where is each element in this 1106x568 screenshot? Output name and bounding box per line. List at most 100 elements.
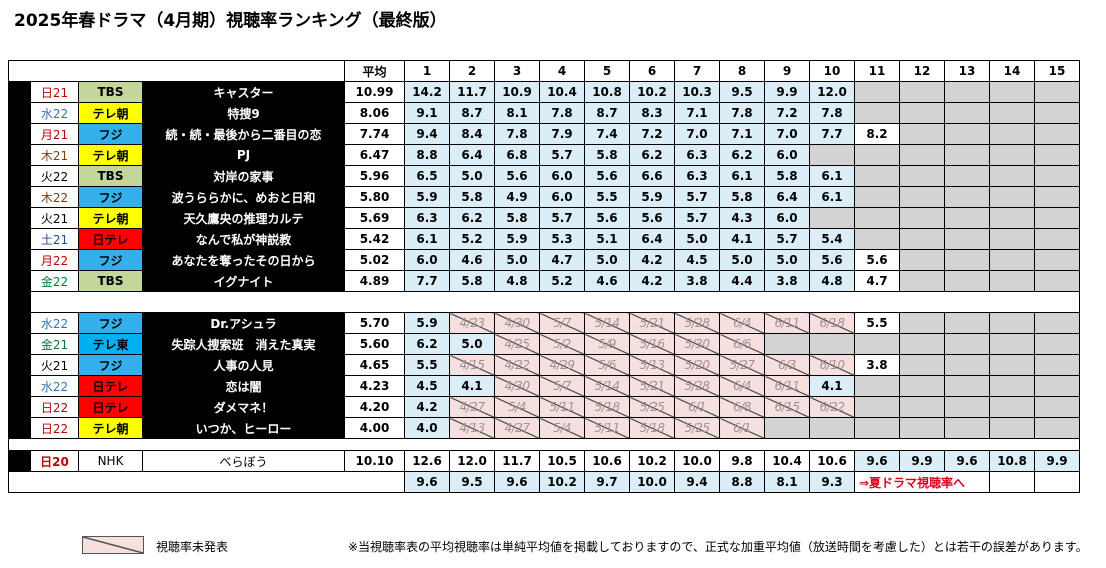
- average-rating: 5.42: [344, 228, 405, 250]
- episode-rating: 8.7: [584, 102, 630, 124]
- episode-rating: 5.5: [854, 312, 900, 334]
- episode-rating: 9.6: [854, 450, 900, 472]
- station-badge: テレ朝: [78, 417, 143, 439]
- station-badge: 日テレ: [78, 228, 143, 250]
- episode-rating: 9.8: [719, 450, 765, 472]
- episode-rating: 3.8: [764, 270, 810, 292]
- episode-empty: [854, 396, 900, 418]
- episode-rating: 6.4: [449, 144, 495, 166]
- episode-rating: 5.6: [584, 207, 630, 229]
- left-bar: [8, 186, 31, 208]
- episode-rating: 6.2: [629, 144, 675, 166]
- episode-empty: [944, 144, 990, 166]
- drama-row: 火21 テレ朝 天久鷹央の推理カルテ 5.69 6.3 6.2 5.8 5.7 5.6 5.6 5.…: [8, 207, 1080, 229]
- episode-rating: 5.0: [449, 165, 495, 187]
- average-rating: 4.20: [344, 396, 405, 418]
- episode-empty: [989, 81, 1035, 103]
- episode-empty: [899, 81, 945, 103]
- episode-empty: [944, 186, 990, 208]
- episode-empty: [809, 144, 855, 166]
- unreleased-date: 6/8: [719, 396, 765, 418]
- episode-rating: 7.7: [809, 123, 855, 145]
- episode-header-2: 2: [449, 60, 495, 82]
- nhk-row: 日20 NHK べらぼう 10.10 12.6 12.0 11.7 10.5 10.6 10.2 1…: [8, 450, 1080, 472]
- broadcast-slot: 水22: [30, 375, 79, 397]
- episode-empty: [944, 396, 990, 418]
- drama-row: 金22 TBS イグナイト 4.89 7.7 5.8 4.8 5.2 4.6 4.2 3.8 4.4 3…: [8, 270, 1080, 292]
- episode-rating-alt: 9.3: [809, 471, 855, 493]
- episode-rating: 4.1: [449, 375, 495, 397]
- episode-rating: 5.7: [539, 207, 585, 229]
- episode-rating: 12.0: [449, 450, 495, 472]
- episode-empty: [944, 375, 990, 397]
- station-badge: フジ: [78, 123, 143, 145]
- blank-space: [8, 471, 405, 493]
- legend-hatch-swatch: [82, 536, 144, 554]
- unreleased-date: 6/6: [719, 333, 765, 355]
- left-bar: [8, 144, 31, 166]
- unreleased-date: 5/27: [719, 354, 765, 376]
- station-badge: フジ: [78, 249, 143, 271]
- episode-rating: 3.8: [854, 354, 900, 376]
- episode-empty: [1034, 81, 1080, 103]
- episode-empty: [944, 207, 990, 229]
- episode-empty: [989, 471, 1035, 493]
- broadcast-slot: 月22: [30, 249, 79, 271]
- episode-rating: 11.7: [449, 81, 495, 103]
- left-bar: [8, 270, 31, 292]
- episode-rating: 7.8: [719, 102, 765, 124]
- episode-empty: [989, 228, 1035, 250]
- average-rating: 5.60: [344, 333, 405, 355]
- average-rating: 5.69: [344, 207, 405, 229]
- group-separator: [8, 291, 1080, 313]
- episode-empty: [1034, 270, 1080, 292]
- episode-rating: 5.2: [539, 270, 585, 292]
- episode-rating: 6.0: [404, 249, 450, 271]
- episode-empty: [944, 102, 990, 124]
- unreleased-date: 5/25: [674, 417, 720, 439]
- broadcast-slot: 水22: [30, 312, 79, 334]
- episode-empty: [944, 354, 990, 376]
- average-rating: 4.65: [344, 354, 405, 376]
- episode-rating: 3.8: [674, 270, 720, 292]
- episode-rating: 10.2: [629, 81, 675, 103]
- unreleased-date: 4/29: [539, 354, 585, 376]
- episode-rating: 7.2: [629, 123, 675, 145]
- episode-rating: 7.1: [719, 123, 765, 145]
- episode-empty: [1034, 165, 1080, 187]
- program-title: べらぼう: [142, 450, 345, 472]
- episode-header-7: 7: [674, 60, 720, 82]
- episode-empty: [764, 417, 810, 439]
- episode-empty: [1034, 471, 1080, 493]
- page-title: 2025年春ドラマ（4月期）視聴率ランキング（最終版）: [14, 11, 447, 31]
- episode-rating: 5.4: [809, 228, 855, 250]
- episode-rating: 6.1: [719, 165, 765, 187]
- unreleased-date: 5/16: [629, 333, 675, 355]
- average-rating: 7.74: [344, 123, 405, 145]
- episode-empty: [989, 207, 1035, 229]
- unreleased-date: 4/25: [494, 333, 540, 355]
- left-bar: [8, 228, 31, 250]
- episode-empty: [944, 228, 990, 250]
- episode-empty: [854, 102, 900, 124]
- average-rating: 5.80: [344, 186, 405, 208]
- episode-rating: 7.2: [764, 102, 810, 124]
- summer-drama-link[interactable]: ⇒夏ドラマ視聴率へ: [854, 471, 990, 493]
- episode-rating: 5.9: [494, 228, 540, 250]
- episode-rating: 6.4: [764, 186, 810, 208]
- unreleased-date: 6/4: [719, 375, 765, 397]
- station-badge: テレ朝: [78, 144, 143, 166]
- episode-empty: [1034, 186, 1080, 208]
- episode-empty: [899, 375, 945, 397]
- episode-rating: 8.3: [629, 102, 675, 124]
- episode-empty: [944, 270, 990, 292]
- broadcast-slot: 日20: [30, 450, 79, 472]
- episode-empty: [1034, 333, 1080, 355]
- episode-rating: 8.4: [449, 123, 495, 145]
- episode-rating: 6.3: [674, 144, 720, 166]
- unreleased-date: 5/13: [629, 354, 675, 376]
- unreleased-date: 4/15: [449, 354, 495, 376]
- episode-header-13: 13: [944, 60, 990, 82]
- episode-rating: 4.6: [449, 249, 495, 271]
- episode-empty: [899, 165, 945, 187]
